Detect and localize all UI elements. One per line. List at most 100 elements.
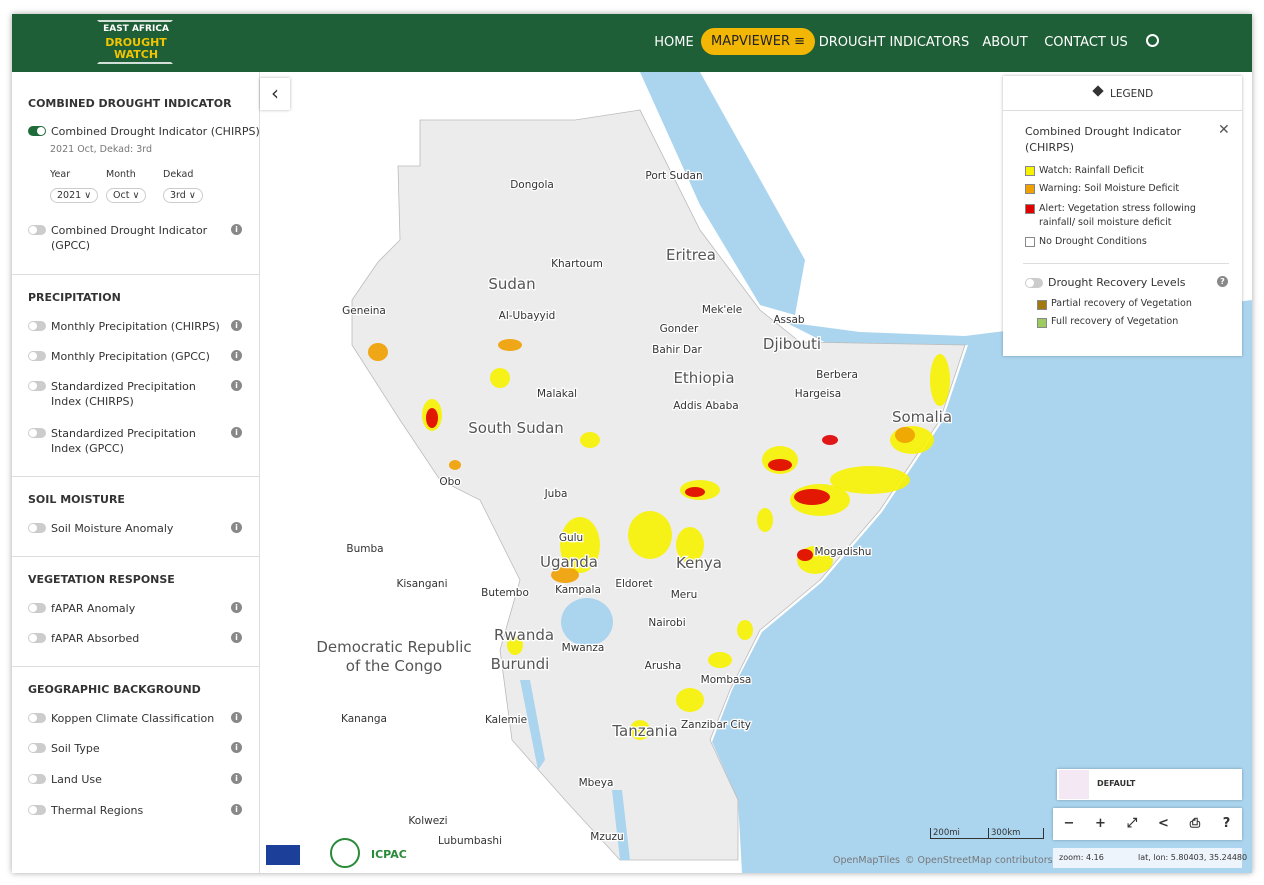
nav-link[interactable]: CONTACT US bbox=[1044, 35, 1128, 50]
layer-label[interactable]: Thermal Regions bbox=[51, 804, 144, 817]
place-label: Mogadishu bbox=[815, 546, 872, 558]
nav-link[interactable]: HOME bbox=[654, 35, 694, 50]
place-label: Dongola bbox=[510, 179, 554, 191]
tool-button[interactable]: ? bbox=[1222, 816, 1231, 831]
toggle-switch[interactable] bbox=[28, 321, 46, 331]
place-label: Port Sudan bbox=[645, 170, 702, 182]
selector[interactable]: 2021 ∨ bbox=[50, 188, 99, 203]
divider bbox=[1023, 263, 1229, 264]
close-button[interactable]: ✕ bbox=[1218, 122, 1230, 138]
info-icon[interactable]: i bbox=[231, 320, 242, 331]
place-label: Kananga bbox=[341, 713, 387, 725]
place-label: Kalemie bbox=[485, 714, 527, 726]
info-icon[interactable]: i bbox=[231, 742, 242, 753]
place-label: Geneina bbox=[342, 305, 386, 317]
status-bar bbox=[1053, 848, 1242, 868]
info-icon[interactable]: i bbox=[231, 632, 242, 643]
tool-button[interactable]: < bbox=[1158, 816, 1169, 831]
layer-label[interactable]: Land Use bbox=[51, 773, 102, 786]
toggle-switch[interactable] bbox=[28, 805, 46, 815]
drought-area bbox=[794, 489, 830, 505]
toggle-switch[interactable] bbox=[28, 713, 46, 723]
place-label: Obo bbox=[439, 476, 460, 488]
info-icon[interactable]: i bbox=[231, 350, 242, 361]
info-icon[interactable]: i bbox=[231, 804, 242, 815]
layer-label[interactable]: fAPAR Anomaly bbox=[51, 602, 136, 615]
collapse-button[interactable]: ‹ bbox=[260, 78, 290, 110]
toggle-switch[interactable] bbox=[28, 428, 46, 438]
drought-area bbox=[737, 620, 753, 640]
nav-link[interactable]: MAPVIEWER ≡ bbox=[700, 28, 816, 55]
legend-label: No Drought Conditions bbox=[1039, 236, 1147, 247]
sidebar bbox=[12, 72, 260, 873]
toggle-switch[interactable] bbox=[28, 126, 46, 136]
toggle-switch[interactable] bbox=[28, 523, 46, 533]
selector-label: Year bbox=[50, 169, 71, 180]
place-label: Eritrea bbox=[666, 246, 716, 264]
drought-area bbox=[498, 339, 522, 351]
info-icon[interactable]: i bbox=[231, 380, 242, 391]
toggle-switch[interactable] bbox=[28, 351, 46, 361]
drought-area bbox=[930, 354, 950, 406]
layer-label[interactable]: Koppen Climate Classification bbox=[51, 712, 215, 725]
search-icon[interactable] bbox=[1146, 34, 1159, 47]
layer-label[interactable]: Combined Drought Indicator (CHIRPS) bbox=[51, 125, 260, 138]
place-label: Lubumbashi bbox=[438, 835, 502, 847]
tool-button[interactable]: ⤢ bbox=[1126, 816, 1138, 831]
place-label: Addis Ababa bbox=[673, 400, 738, 412]
legend-swatch bbox=[1025, 184, 1035, 194]
legend-label: Warning: Soil Moisture Deficit bbox=[1039, 183, 1180, 194]
place-label: Gonder bbox=[660, 323, 699, 335]
footer-logo: ICPAC bbox=[371, 848, 407, 861]
place-label: South Sudan bbox=[468, 419, 564, 437]
tool-button[interactable]: + bbox=[1095, 816, 1106, 831]
legend-swatch bbox=[1025, 204, 1035, 214]
selector[interactable]: 3rd ∨ bbox=[163, 188, 203, 203]
legend-swatch bbox=[1037, 300, 1047, 310]
drought-area bbox=[757, 508, 773, 532]
layer-label[interactable]: Standardized Precipitation Index (GPCC) bbox=[51, 427, 196, 455]
lake-malawi bbox=[612, 790, 630, 860]
legend-label: Partial recovery of Vegetation bbox=[1051, 298, 1192, 309]
toggle-switch[interactable] bbox=[28, 743, 46, 753]
info-icon[interactable]: i bbox=[231, 224, 242, 235]
drought-area bbox=[797, 549, 813, 561]
layer-label[interactable]: Soil Moisture Anomaly bbox=[51, 522, 174, 535]
place-label: Bahir Dar bbox=[652, 344, 702, 356]
toggle-switch[interactable] bbox=[28, 225, 46, 235]
layer-label[interactable]: Monthly Precipitation (CHIRPS) bbox=[51, 320, 220, 333]
tool-button[interactable]: − bbox=[1063, 816, 1075, 831]
toggle-switch[interactable] bbox=[28, 381, 46, 391]
nav-link[interactable]: DROUGHT INDICATORS bbox=[818, 35, 970, 50]
info-icon[interactable]: ? bbox=[1217, 276, 1228, 287]
red-sea bbox=[640, 72, 805, 315]
info-icon[interactable]: i bbox=[231, 602, 242, 613]
tool-button[interactable]: ⎙ bbox=[1189, 816, 1201, 831]
info-icon[interactable]: i bbox=[231, 712, 242, 723]
nav-link[interactable]: ABOUT bbox=[982, 35, 1028, 50]
toggle-switch[interactable] bbox=[28, 633, 46, 643]
lake-tanganyika bbox=[520, 680, 545, 770]
toggle-switch[interactable] bbox=[1025, 278, 1043, 288]
layer-label[interactable]: fAPAR Absorbed bbox=[51, 632, 140, 645]
place-label: Mwanza bbox=[562, 642, 605, 654]
info-icon[interactable]: i bbox=[231, 427, 242, 438]
logo-text: DROUGHT bbox=[105, 36, 167, 49]
legend-swatch bbox=[1037, 318, 1047, 328]
info-icon[interactable]: i bbox=[231, 773, 242, 784]
toggle-switch[interactable] bbox=[28, 603, 46, 613]
layer-label[interactable]: Monthly Precipitation (GPCC) bbox=[51, 350, 210, 363]
divider bbox=[12, 556, 259, 557]
drought-area bbox=[426, 408, 438, 428]
layer-label[interactable]: Soil Type bbox=[51, 742, 100, 755]
selector[interactable]: Oct ∨ bbox=[106, 188, 147, 203]
info-icon[interactable]: i bbox=[231, 522, 242, 533]
legend-label: Full recovery of Vegetation bbox=[1051, 316, 1179, 327]
layer-label[interactable]: Combined Drought Indicator (GPCC) bbox=[51, 224, 208, 252]
toggle-switch[interactable] bbox=[28, 774, 46, 784]
layer-label[interactable]: Standardized Precipitation Index (CHIRPS… bbox=[51, 380, 196, 408]
drought-area bbox=[580, 432, 600, 448]
drought-area bbox=[551, 567, 579, 583]
place-label: Assab bbox=[773, 314, 805, 326]
place-label: Rwanda bbox=[494, 626, 554, 644]
